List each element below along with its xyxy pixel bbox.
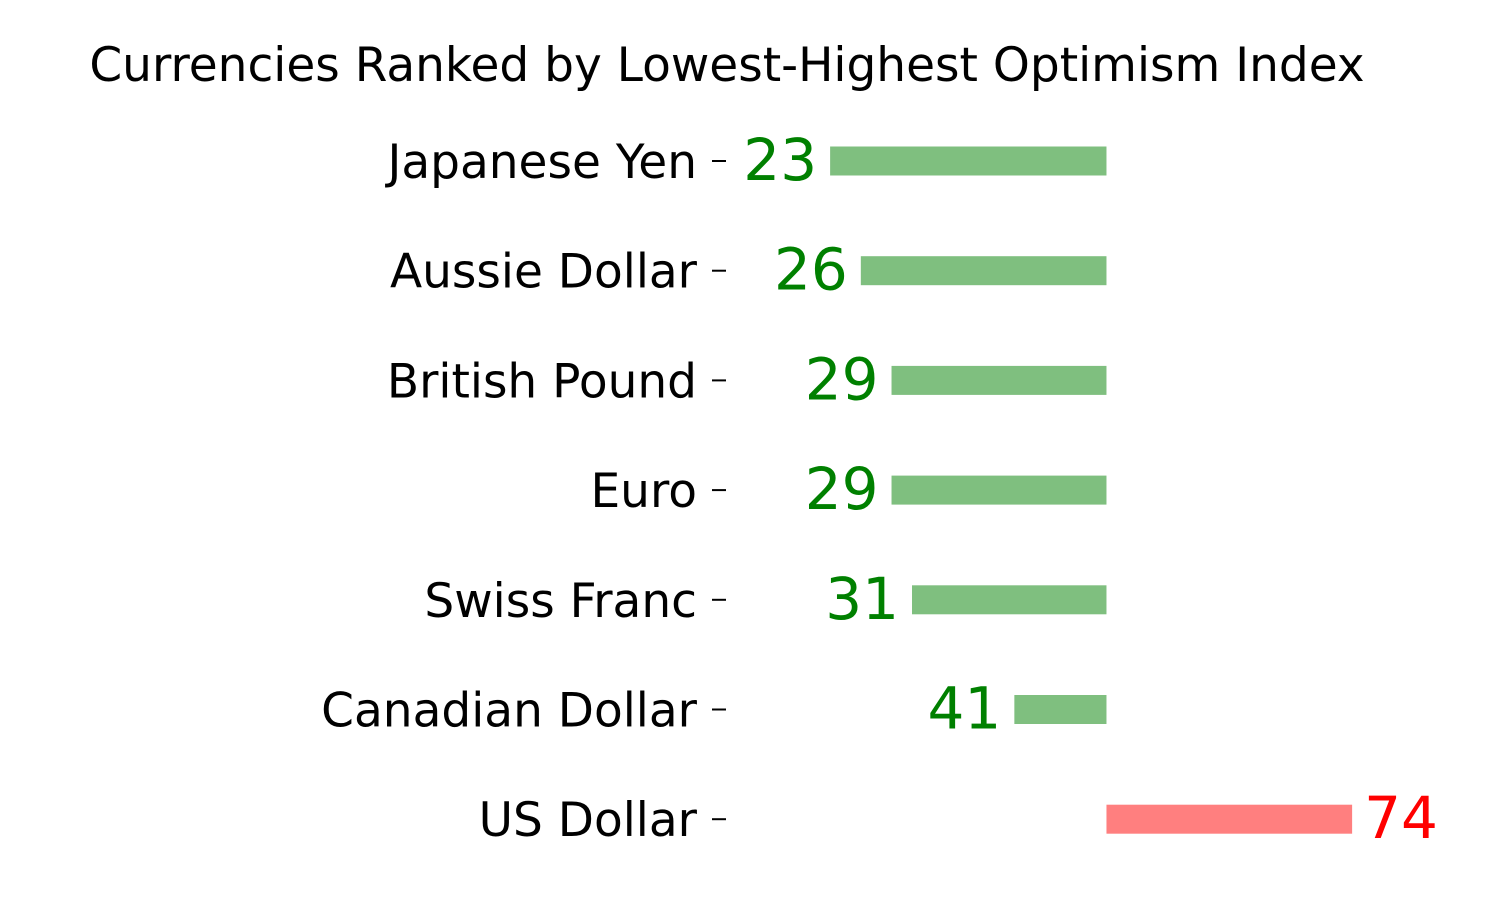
y-tick-label-canadian-dollar: Canadian Dollar: [321, 684, 697, 739]
y-tick-label-aussie-dollar: Aussie Dollar: [390, 245, 698, 300]
y-tick-label-euro: Euro: [590, 464, 697, 519]
bars-layer: [830, 146, 1353, 834]
y-tick-label-british-pound: British Pound: [387, 354, 697, 409]
bar-canadian-dollar: [1014, 695, 1107, 724]
data-label-euro: 29: [805, 455, 879, 523]
y-tick-label-us-dollar: US Dollar: [479, 793, 698, 848]
bar-us-dollar: [1106, 804, 1353, 834]
bar-japanese-yen: [830, 146, 1107, 176]
bar-aussie-dollar: [860, 256, 1107, 286]
data-label-swiss-franc: 31: [825, 565, 899, 633]
y-axis-ticks: [712, 160, 726, 821]
data-label-us-dollar: 74: [1364, 784, 1438, 852]
data-label-aussie-dollar: 26: [774, 236, 848, 304]
bar-swiss-franc: [912, 585, 1107, 615]
data-label-japanese-yen: 23: [743, 126, 817, 194]
y-tick-label-swiss-franc: Swiss Franc: [424, 574, 697, 629]
y-axis-tick-labels: Japanese Yen Aussie Dollar British Pound Eu…: [321, 135, 698, 848]
y-tick-label-japanese-yen: Japanese Yen: [384, 135, 697, 190]
data-labels: 23 26 29 29 31 41 74: [743, 126, 1438, 852]
data-label-canadian-dollar: 41: [928, 675, 1002, 743]
bar-euro: [891, 475, 1107, 505]
chart-title: Currencies Ranked by Lowest-Highest Opti…: [89, 38, 1365, 93]
bar-british-pound: [891, 365, 1107, 395]
data-label-british-pound: 29: [805, 345, 879, 413]
